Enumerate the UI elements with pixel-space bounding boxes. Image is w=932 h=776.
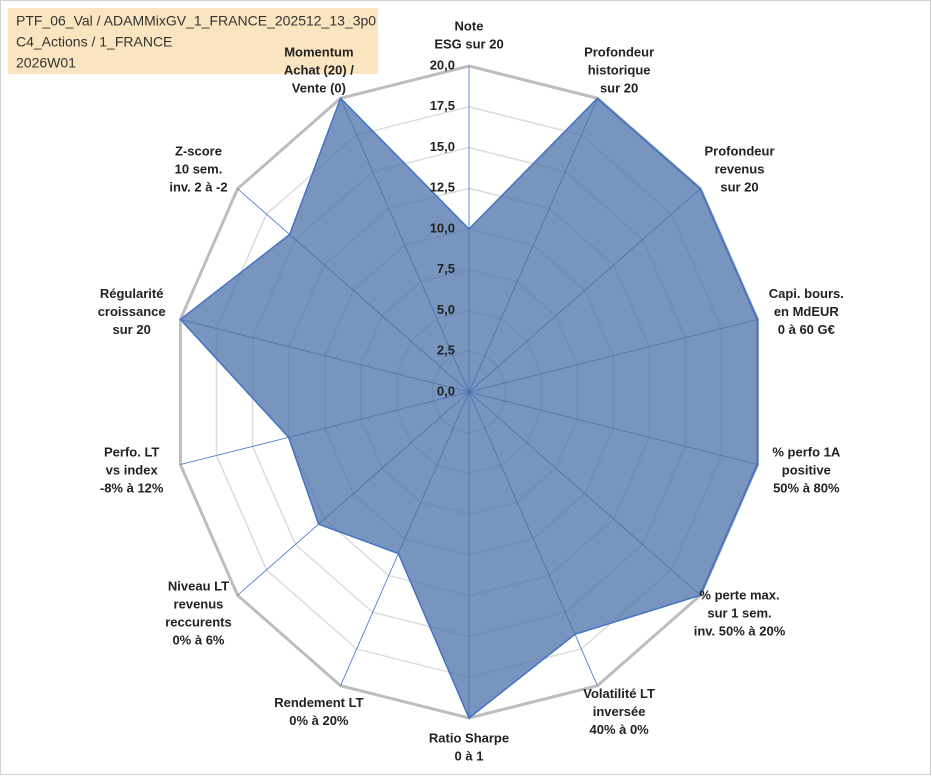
- tick-label: 7,5: [437, 261, 455, 276]
- axis-label: positive: [782, 463, 831, 478]
- axis-label: reccurents: [165, 614, 231, 629]
- axis-label: Régularité: [100, 286, 164, 301]
- axis-label: inversée: [593, 704, 646, 719]
- axis-label: Z-score: [175, 143, 222, 158]
- axis-label: revenus: [715, 161, 765, 176]
- axis-label: sur 1 sem.: [707, 605, 771, 620]
- tick-label: 15,0: [430, 139, 455, 154]
- axis-label: 50% à 80%: [773, 481, 840, 496]
- title-line: PTF_06_Val / ADAMMixGV_1_FRANCE_202512_1…: [16, 13, 376, 29]
- axis-label: historique: [588, 63, 651, 78]
- title-line: 2026W01: [16, 55, 76, 71]
- axis-label: 0 à 60 G€: [778, 322, 835, 337]
- axis-label: Perfo. LT: [104, 445, 159, 460]
- title-box: [8, 8, 378, 74]
- tick-label: 5,0: [437, 302, 455, 317]
- axis-label: Rendement LT: [274, 695, 363, 710]
- axis-label: Note: [455, 18, 484, 33]
- axis-label: Capi. bours.: [769, 286, 844, 301]
- tick-label: 17,5: [430, 98, 455, 113]
- tick-label: 10,0: [430, 220, 455, 235]
- axis-label: en MdEUR: [774, 304, 840, 319]
- axis-label: % perte max.: [699, 587, 779, 602]
- tick-label: 2,5: [437, 343, 455, 358]
- axis-label: revenus: [174, 596, 224, 611]
- axis-label: Vente (0): [292, 81, 346, 96]
- axis-label: Niveau LT: [168, 578, 229, 593]
- tick-label: 20,0: [430, 57, 455, 72]
- tick-label: 12,5: [430, 180, 455, 195]
- axis-label: sur 20: [720, 179, 758, 194]
- tick-label: 0,0: [437, 383, 455, 398]
- axis-label: vs index: [106, 463, 159, 478]
- axis-label: sur 20: [113, 322, 151, 337]
- axis-label: sur 20: [600, 81, 638, 96]
- axis-label: % perfo 1A: [772, 445, 841, 460]
- title: PTF_06_Val / ADAMMixGV_1_FRANCE_202512_1…: [16, 13, 376, 71]
- axis-label: Momentum: [284, 45, 353, 60]
- axis-label: 10 sem.: [175, 161, 223, 176]
- axis-label: 0% à 6%: [172, 632, 224, 647]
- axis-label: -8% à 12%: [100, 481, 164, 496]
- radar-area: [179, 96, 759, 720]
- axis-label: Achat (20) /: [284, 63, 354, 78]
- axis-label: croissance: [98, 304, 166, 319]
- axis-label: Ratio Sharpe: [429, 730, 509, 745]
- axis-label: 0% à 20%: [289, 713, 349, 728]
- axis-label: ESG sur 20: [434, 36, 503, 51]
- axis-label: inv. 50% à 20%: [694, 623, 786, 638]
- title-line: C4_Actions / 1_FRANCE: [16, 34, 172, 50]
- axis-label: Profondeur: [704, 143, 774, 158]
- axis-label: 0 à 1: [455, 748, 484, 763]
- axis-label: Volatilité LT: [583, 686, 655, 701]
- axis-label: Profondeur: [584, 45, 654, 60]
- axis-label: 40% à 0%: [589, 722, 649, 737]
- axis-label: inv. 2 à -2: [169, 179, 227, 194]
